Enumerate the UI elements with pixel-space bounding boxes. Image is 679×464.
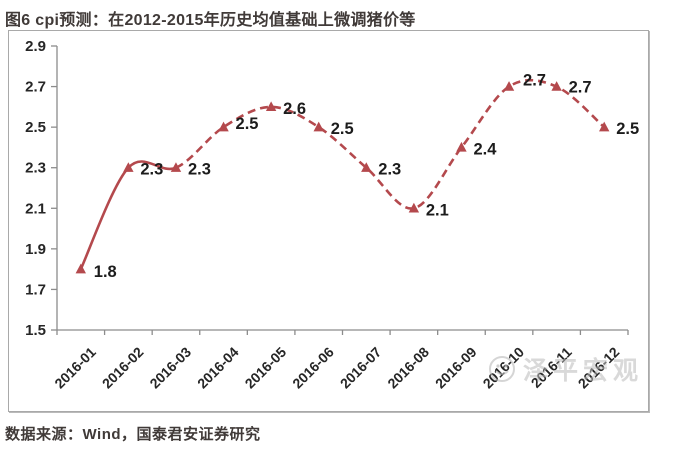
chart-frame	[8, 30, 649, 412]
data-point-label: 2.3	[188, 161, 211, 179]
x-tick-label: 2016-05	[242, 344, 290, 392]
x-tick-label: 2016-03	[146, 344, 194, 392]
x-tick-label: 2016-01	[51, 344, 99, 392]
x-tick-label: 2016-08	[384, 344, 432, 392]
y-tick-label: 1.7	[25, 281, 46, 298]
data-point-label: 2.3	[378, 161, 401, 179]
data-point-label: 2.5	[616, 120, 639, 138]
data-point-marker	[408, 202, 420, 213]
data-point-label: 2.5	[236, 115, 259, 133]
y-tick-label: 2.3	[25, 160, 46, 177]
data-point-marker	[170, 162, 182, 172]
y-tick-label: 2.9	[25, 38, 46, 55]
data-point-label: 2.3	[140, 161, 163, 179]
data-point-label: 2.6	[283, 100, 306, 118]
x-tick-label: 2016-09	[432, 344, 480, 392]
data-point-marker	[361, 162, 372, 172]
data-point-marker	[456, 141, 467, 152]
y-tick-label: 2.5	[25, 119, 46, 136]
x-tick-label: 2016-02	[99, 344, 147, 392]
x-tick-label: 2016-04	[194, 344, 242, 392]
data-source-text: 数据来源：Wind，国泰君安证券研究	[5, 426, 261, 443]
y-tick-label: 1.5	[25, 322, 46, 339]
data-point-label: 2.7	[523, 72, 546, 90]
data-point-marker	[599, 121, 610, 132]
x-tick-label: 2016-07	[337, 344, 385, 392]
x-tick-label: 2016-10	[480, 344, 528, 392]
data-point-marker	[75, 263, 86, 274]
data-point-label: 2.1	[426, 201, 449, 219]
data-point-label: 2.7	[569, 79, 592, 97]
x-tick-label: 2016-06	[289, 344, 337, 392]
data-point-marker	[503, 81, 515, 91]
y-tick-label: 2.7	[25, 79, 46, 96]
data-point-label: 2.5	[331, 120, 354, 138]
x-tick-label: 2016-11	[528, 344, 575, 391]
data-point-marker	[551, 81, 562, 91]
data-point-marker	[265, 101, 277, 112]
chart-title: 图6 cpi预测：在2012-2015年历史均值基础上微调猪价等	[5, 12, 416, 29]
series-line-forecast	[175, 78, 606, 210]
data-point-marker	[218, 121, 229, 132]
data-point-marker	[123, 162, 134, 172]
y-tick-label: 2.1	[25, 200, 46, 217]
data-point-label: 2.4	[473, 140, 497, 158]
y-tick-label: 1.9	[25, 241, 46, 258]
data-point-marker	[313, 121, 324, 132]
x-tick-label: 2016-12	[575, 344, 623, 392]
data-point-label: 1.8	[94, 263, 117, 281]
